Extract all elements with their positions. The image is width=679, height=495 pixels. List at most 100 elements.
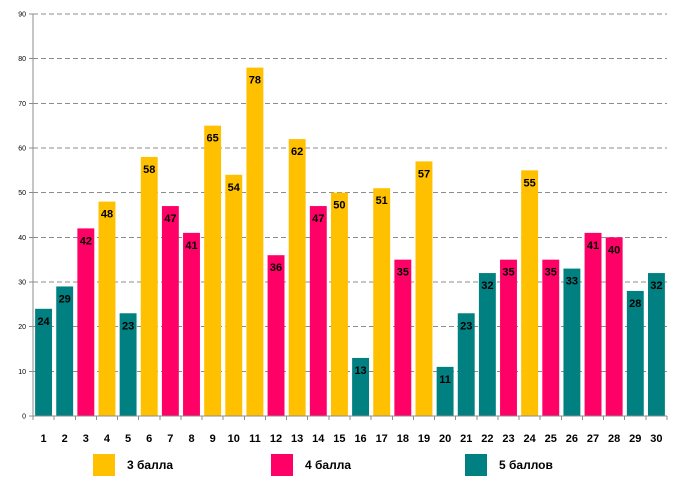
x-tick-label-24: 24 xyxy=(524,433,537,445)
data-label-19: 57 xyxy=(418,168,430,180)
y-tick-label-20: 20 xyxy=(18,324,26,331)
y-tick-label-90: 90 xyxy=(18,12,26,19)
x-tick-label-25: 25 xyxy=(545,433,557,445)
data-label-6: 58 xyxy=(143,164,155,176)
data-label-13: 62 xyxy=(291,146,303,158)
bar-1 xyxy=(35,308,53,416)
data-label-17: 51 xyxy=(376,195,388,207)
x-tick-label-12: 12 xyxy=(270,433,282,445)
bar-12 xyxy=(267,255,285,416)
bar-17 xyxy=(373,188,391,416)
bar-10 xyxy=(225,174,243,416)
y-tick-label-10: 10 xyxy=(18,369,26,376)
data-label-20: 11 xyxy=(439,374,451,386)
x-tick-label-9: 9 xyxy=(210,433,216,445)
legend-item-4-balla: 4 балла xyxy=(271,452,351,478)
legend-swatch-3-balla xyxy=(93,454,115,476)
x-tick-label-10: 10 xyxy=(228,433,240,445)
bar-22 xyxy=(478,273,496,416)
data-label-3: 42 xyxy=(80,235,92,247)
x-tick-label-20: 20 xyxy=(439,433,451,445)
bar-2 xyxy=(56,286,74,416)
y-tick-label-30: 30 xyxy=(18,280,26,287)
bar-9 xyxy=(204,125,222,417)
bar-19 xyxy=(415,161,433,416)
y-tick-label-80: 80 xyxy=(18,56,26,63)
x-tick-label-16: 16 xyxy=(354,433,366,445)
data-label-24: 55 xyxy=(524,177,536,189)
bar-6 xyxy=(140,156,158,416)
data-label-7: 47 xyxy=(164,213,176,225)
bar-7 xyxy=(161,206,179,416)
data-label-21: 23 xyxy=(460,320,472,332)
x-tick-label-18: 18 xyxy=(397,433,409,445)
bar-14 xyxy=(309,206,327,416)
bar-15 xyxy=(330,192,348,416)
bar-23 xyxy=(500,259,517,416)
bar-29 xyxy=(626,290,644,416)
bar-18 xyxy=(394,259,412,416)
x-tick-label-1: 1 xyxy=(41,433,47,445)
x-tick-label-29: 29 xyxy=(629,433,641,445)
data-label-2: 29 xyxy=(59,293,71,305)
data-label-29: 28 xyxy=(629,298,641,310)
data-label-4: 48 xyxy=(101,209,113,221)
y-tick-label-40: 40 xyxy=(18,235,26,242)
legend-label-3-balla: 3 балла xyxy=(127,458,174,472)
data-label-16: 13 xyxy=(354,365,366,377)
data-label-25: 35 xyxy=(545,267,557,279)
data-label-8: 41 xyxy=(185,240,197,252)
bar-11 xyxy=(246,67,264,416)
x-tick-label-21: 21 xyxy=(460,433,472,445)
x-tick-label-8: 8 xyxy=(188,433,194,445)
bar-21 xyxy=(457,313,475,416)
x-tick-label-11: 11 xyxy=(249,433,261,445)
data-label-28: 40 xyxy=(608,244,620,256)
bar-16 xyxy=(352,357,370,416)
bar-3 xyxy=(77,228,95,416)
data-label-14: 47 xyxy=(312,213,324,225)
legend-swatch-4-balla xyxy=(271,454,293,476)
bar-24 xyxy=(521,170,539,416)
bar-13 xyxy=(288,139,306,417)
x-tick-label-15: 15 xyxy=(333,433,345,445)
data-label-9: 65 xyxy=(207,133,219,145)
x-tick-label-7: 7 xyxy=(167,433,173,445)
x-tick-label-19: 19 xyxy=(418,433,430,445)
y-tick-label-0: 0 xyxy=(22,414,26,421)
bar-28 xyxy=(605,237,623,416)
bar-5 xyxy=(119,313,137,416)
legend-item-5-ballov: 5 баллов xyxy=(465,452,553,478)
bar-20 xyxy=(436,366,454,416)
data-label-18: 35 xyxy=(397,267,409,279)
legend-swatch-5-ballov xyxy=(465,454,487,476)
bar-27 xyxy=(584,232,602,416)
x-tick-label-2: 2 xyxy=(62,433,68,445)
x-tick-label-14: 14 xyxy=(312,433,325,445)
x-tick-label-3: 3 xyxy=(83,433,89,445)
x-tick-label-30: 30 xyxy=(650,433,662,445)
legend-item-3-balla: 3 балла xyxy=(93,452,173,478)
x-tick-label-5: 5 xyxy=(125,433,131,445)
data-label-15: 50 xyxy=(333,200,345,212)
bar-25 xyxy=(542,259,560,416)
x-tick-label-26: 26 xyxy=(566,433,578,445)
data-label-22: 32 xyxy=(481,280,493,292)
x-tick-label-27: 27 xyxy=(587,433,599,445)
bar-26 xyxy=(563,268,581,416)
y-tick-label-60: 60 xyxy=(18,146,26,153)
legend-label-4-balla: 4 балла xyxy=(305,458,352,472)
data-label-23: 35 xyxy=(502,267,514,279)
y-tick-label-50: 50 xyxy=(18,190,26,197)
legend-label-5-ballov: 5 баллов xyxy=(499,458,553,472)
x-tick-label-22: 22 xyxy=(481,433,493,445)
x-tick-label-28: 28 xyxy=(608,433,620,445)
bar-4 xyxy=(98,201,116,416)
x-tick-label-13: 13 xyxy=(291,433,303,445)
data-label-12: 36 xyxy=(270,262,282,274)
data-label-5: 23 xyxy=(122,320,134,332)
data-label-10: 54 xyxy=(228,182,241,194)
y-tick-label-70: 70 xyxy=(18,101,26,108)
